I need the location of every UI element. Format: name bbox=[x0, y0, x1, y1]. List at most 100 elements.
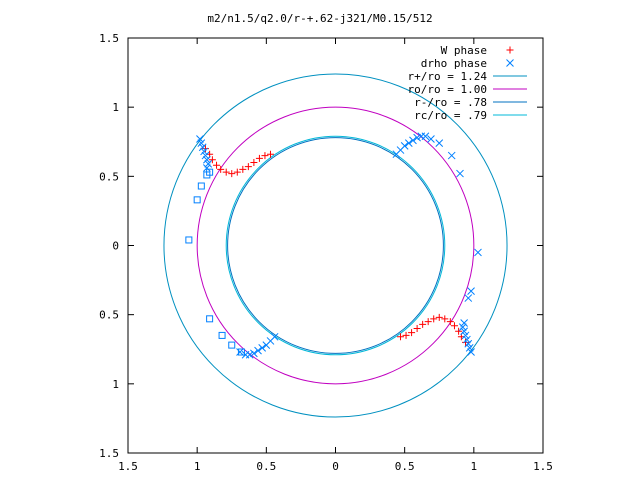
point-1-39 bbox=[236, 348, 244, 356]
point-0-13 bbox=[266, 150, 274, 158]
point-1-33 bbox=[262, 341, 271, 349]
point-2-4 bbox=[206, 168, 214, 176]
point-1-25 bbox=[464, 339, 473, 348]
point-2-6 bbox=[218, 331, 226, 339]
point-2-1 bbox=[193, 196, 201, 204]
y-tick-label-3: 0 bbox=[112, 240, 119, 253]
axis-ticks: 1.5 1 0.5 0 0.5 1 1.51.510.500.511.5 bbox=[99, 32, 553, 473]
point-1-7 bbox=[202, 164, 211, 172]
point-1-22 bbox=[464, 294, 473, 302]
point-0-0 bbox=[201, 145, 209, 153]
x-tick-label-3: 0 bbox=[332, 460, 339, 473]
y-tick-label-4: 0.5 bbox=[99, 309, 119, 322]
point-1-10 bbox=[400, 142, 409, 150]
point-0-16 bbox=[455, 327, 463, 335]
point-1-11 bbox=[404, 139, 413, 147]
x-tick-label-2: 0.5 bbox=[256, 460, 276, 473]
legend-marker-1 bbox=[506, 59, 514, 67]
point-1-16 bbox=[427, 135, 435, 143]
point-1-1 bbox=[197, 139, 206, 147]
point-0-5 bbox=[222, 168, 230, 176]
point-0-2 bbox=[208, 156, 216, 164]
point-0-10 bbox=[250, 159, 258, 166]
point-0-7 bbox=[233, 168, 241, 176]
legend-label-5: rc/ro = .79 bbox=[414, 109, 487, 122]
point-1-18 bbox=[447, 151, 456, 160]
y-tick-label-1: 1 bbox=[112, 101, 119, 114]
legend-label-2: r+/ro = 1.24 bbox=[408, 70, 488, 83]
legend-label-0: W phase bbox=[441, 44, 487, 57]
point-0-6 bbox=[228, 170, 236, 178]
point-1-34 bbox=[258, 344, 267, 352]
point-1-5 bbox=[202, 155, 211, 164]
circle-3 bbox=[225, 135, 446, 356]
point-1-35 bbox=[254, 346, 262, 355]
point-0-21 bbox=[430, 315, 438, 323]
point-1-15 bbox=[421, 132, 430, 141]
legend-label-3: ro/ro = 1.00 bbox=[408, 83, 487, 96]
point-1-21 bbox=[467, 287, 475, 296]
x-tick-label-5: 1 bbox=[471, 460, 478, 473]
point-0-3 bbox=[213, 161, 221, 169]
point-2-5 bbox=[206, 315, 214, 323]
point-1-38 bbox=[241, 350, 250, 359]
point-0-19 bbox=[441, 315, 449, 323]
point-1-30 bbox=[460, 319, 469, 327]
circle-2 bbox=[227, 137, 444, 354]
point-0-8 bbox=[239, 165, 247, 173]
point-0-18 bbox=[446, 318, 454, 326]
point-0-11 bbox=[255, 154, 263, 162]
point-1-6 bbox=[204, 160, 213, 168]
point-0-20 bbox=[435, 313, 443, 321]
point-0-22 bbox=[424, 318, 432, 326]
point-1-20 bbox=[474, 248, 482, 257]
point-2-2 bbox=[197, 182, 205, 190]
point-1-19 bbox=[456, 169, 464, 178]
legend-label-4: r-/ro = .78 bbox=[414, 96, 487, 109]
point-1-28 bbox=[460, 327, 469, 336]
point-0-27 bbox=[397, 333, 405, 341]
point-1-12 bbox=[409, 136, 417, 145]
reference-circles bbox=[163, 73, 508, 418]
x-tick-label-0: 1.5 bbox=[118, 460, 138, 473]
circle-0 bbox=[163, 73, 508, 418]
point-0-12 bbox=[261, 152, 269, 160]
legend-label-1: drho phase bbox=[421, 57, 487, 70]
x-tick-label-6: 1.5 bbox=[533, 460, 553, 473]
point-1-29 bbox=[458, 323, 467, 331]
point-0-17 bbox=[450, 322, 458, 330]
point-1-36 bbox=[250, 349, 258, 358]
point-0-14 bbox=[462, 338, 470, 346]
legend-marker-0 bbox=[506, 46, 514, 54]
point-0-24 bbox=[413, 325, 421, 332]
y-tick-label-6: 1.5 bbox=[99, 447, 119, 460]
point-2-8 bbox=[237, 348, 245, 356]
point-1-13 bbox=[413, 133, 421, 142]
point-1-17 bbox=[435, 139, 444, 147]
data-points bbox=[185, 132, 482, 359]
point-0-9 bbox=[244, 163, 252, 171]
point-1-23 bbox=[467, 348, 475, 356]
circle-1 bbox=[196, 106, 475, 385]
point-0-25 bbox=[408, 329, 416, 337]
y-tick-label-2: 0.5 bbox=[99, 170, 119, 183]
point-2-7 bbox=[228, 341, 236, 349]
point-1-27 bbox=[461, 331, 470, 340]
y-tick-label-5: 1 bbox=[112, 378, 119, 391]
point-2-0 bbox=[185, 236, 193, 244]
point-0-23 bbox=[419, 320, 427, 328]
point-1-3 bbox=[200, 147, 208, 156]
point-1-2 bbox=[198, 143, 207, 152]
chart-title: m2/n1.5/q2.0/r-+.62-j321/M0.15/512 bbox=[207, 12, 432, 25]
x-tick-label-1: 1 bbox=[194, 460, 201, 473]
point-1-0 bbox=[196, 135, 204, 143]
point-1-26 bbox=[463, 335, 471, 344]
x-tick-label-4: 0.5 bbox=[395, 460, 415, 473]
point-1-4 bbox=[201, 151, 210, 160]
point-0-4 bbox=[217, 165, 225, 173]
y-tick-label-0: 1.5 bbox=[99, 32, 119, 45]
point-1-24 bbox=[465, 344, 474, 352]
point-0-26 bbox=[402, 331, 410, 339]
